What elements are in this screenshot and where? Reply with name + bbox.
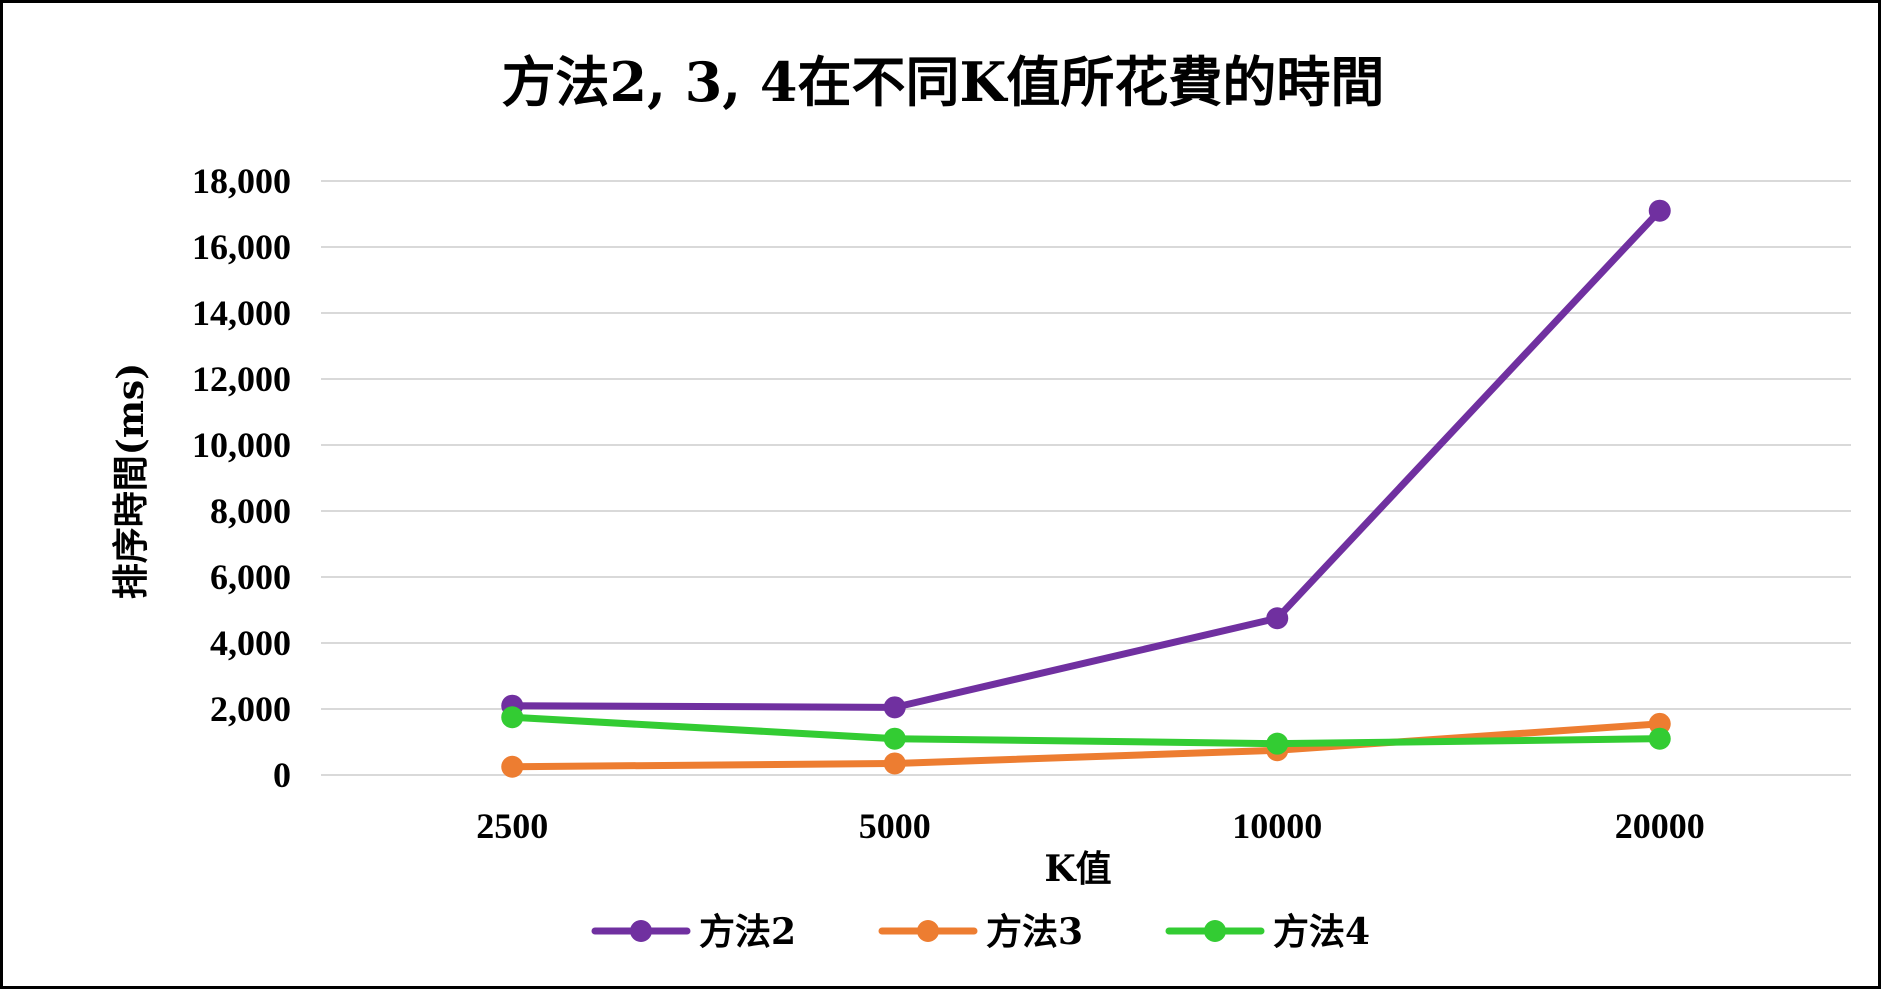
y-tick-label: 0 [273, 755, 291, 795]
chart-title: 方法2, 3, 4在不同K值所花費的時間 [502, 50, 1385, 114]
y-tick-label: 8,000 [210, 491, 291, 531]
data-point [1648, 199, 1671, 222]
legend-item: 方法3 [878, 911, 1083, 953]
legend-item: 方法2 [591, 911, 796, 953]
y-tick-label: 14,000 [192, 293, 291, 333]
x-tick-label: 10000 [1232, 806, 1322, 846]
data-point [883, 727, 906, 750]
series-line [508, 713, 1664, 748]
x-axis-ticks: 2500 5000 10000 20000 [476, 806, 1705, 846]
x-tick-label: 2500 [476, 806, 548, 846]
x-tick-label: 5000 [859, 806, 931, 846]
data-point [1648, 727, 1671, 750]
y-tick-label: 2,000 [210, 689, 291, 729]
y-tick-label: 10,000 [192, 425, 291, 465]
series-1 [501, 199, 1671, 719]
legend-swatch-marker [630, 920, 652, 942]
series-2 [501, 712, 1671, 778]
data-point [1266, 607, 1289, 630]
series-lines [501, 199, 1671, 778]
legend-swatch-marker [1204, 920, 1226, 942]
legend-label: 方法4 [1273, 911, 1370, 953]
y-axis-ticks: 0 2,000 4,000 6,000 8,000 10,000 12,000 14,000 1… [192, 161, 291, 795]
legend: 方法2 方法3 方法4 [591, 911, 1370, 953]
data-point [1266, 732, 1289, 755]
series-line [508, 207, 1664, 711]
data-point [501, 755, 524, 778]
series-line [508, 720, 1664, 771]
y-tick-label: 16,000 [192, 227, 291, 267]
line-chart: 方法2, 3, 4在不同K值所花費的時間 0 2,000 4,000 6,000 8,0… [110, 50, 1851, 953]
data-point [883, 752, 906, 775]
legend-label: 方法2 [699, 911, 796, 953]
data-point [883, 696, 906, 719]
y-axis-label: 排序時間(ms) [110, 363, 152, 599]
legend-label: 方法3 [986, 911, 1083, 953]
y-tick-label: 18,000 [192, 161, 291, 201]
legend-item: 方法4 [1165, 911, 1370, 953]
y-tick-label: 12,000 [192, 359, 291, 399]
x-tick-label: 20000 [1615, 806, 1705, 846]
series-3 [501, 706, 1671, 755]
y-tick-label: 4,000 [210, 623, 291, 663]
data-point [501, 706, 524, 729]
gridlines [321, 180, 1851, 776]
y-tick-label: 6,000 [210, 557, 291, 597]
legend-swatch-marker [917, 920, 939, 942]
x-axis-label: K值 [1044, 848, 1111, 890]
